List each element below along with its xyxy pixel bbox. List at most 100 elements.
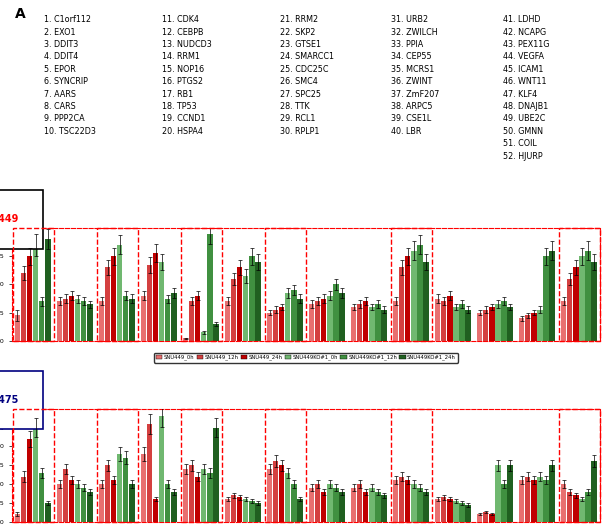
Text: 21. RRM2: 21. RRM2: [279, 15, 318, 24]
Bar: [273, 310, 278, 341]
Bar: [171, 293, 176, 341]
Bar: [544, 256, 548, 341]
Bar: [561, 484, 567, 522]
Text: 39. CSE1L: 39. CSE1L: [391, 114, 431, 123]
Bar: [171, 492, 176, 522]
Bar: [249, 256, 255, 341]
Text: 26. SMC4: 26. SMC4: [279, 77, 318, 86]
Text: 14. RRM1: 14. RRM1: [162, 52, 200, 61]
Bar: [501, 301, 507, 341]
Bar: [435, 499, 441, 522]
Text: 43. PEX11G: 43. PEX11G: [503, 40, 550, 49]
Bar: [561, 301, 567, 341]
Bar: [75, 484, 81, 522]
Bar: [441, 301, 447, 341]
Bar: [585, 250, 591, 341]
Bar: [495, 465, 501, 522]
Bar: [123, 296, 128, 341]
Bar: [351, 488, 356, 522]
Bar: [153, 253, 158, 341]
Bar: [255, 262, 261, 341]
Text: 9. PPP2CA: 9. PPP2CA: [44, 114, 85, 123]
Bar: [375, 304, 381, 341]
Bar: [591, 262, 597, 341]
Bar: [573, 268, 579, 341]
Text: 33. PPIA: 33. PPIA: [391, 40, 424, 49]
Text: 50. GMNN: 50. GMNN: [503, 126, 543, 136]
Bar: [531, 313, 536, 341]
Text: 2. EXO1: 2. EXO1: [44, 27, 76, 36]
Bar: [315, 301, 321, 341]
Text: 17. RB1: 17. RB1: [162, 90, 193, 99]
Bar: [63, 299, 68, 341]
Text: 20. HSPA4: 20. HSPA4: [162, 126, 203, 136]
Bar: [81, 301, 87, 341]
Bar: [573, 495, 579, 522]
Text: 1. C1orf112: 1. C1orf112: [44, 15, 92, 24]
Text: 5. EPOR: 5. EPOR: [44, 65, 76, 74]
Bar: [81, 488, 87, 522]
Bar: [243, 276, 248, 341]
Bar: [15, 514, 20, 522]
Bar: [591, 462, 597, 522]
Text: 22. SKP2: 22. SKP2: [279, 27, 315, 36]
Bar: [243, 499, 248, 522]
Bar: [411, 250, 416, 341]
Bar: [489, 307, 494, 341]
Text: SNU-475: SNU-475: [0, 395, 18, 405]
Bar: [363, 301, 368, 341]
Bar: [213, 324, 219, 341]
Bar: [165, 299, 170, 341]
Bar: [267, 469, 272, 522]
Bar: [441, 497, 447, 522]
Text: 35. MCRS1: 35. MCRS1: [391, 65, 435, 74]
Bar: [327, 296, 333, 341]
Bar: [333, 285, 339, 341]
Text: 16. PTGS2: 16. PTGS2: [162, 77, 203, 86]
Bar: [321, 299, 327, 341]
Bar: [453, 501, 459, 522]
Text: 18. TP53: 18. TP53: [162, 102, 196, 111]
Bar: [285, 293, 290, 341]
Bar: [141, 296, 146, 341]
Bar: [39, 301, 44, 341]
Text: 3. DDIT3: 3. DDIT3: [44, 40, 79, 49]
Bar: [291, 290, 296, 341]
Bar: [33, 427, 38, 522]
Bar: [459, 304, 465, 341]
Text: 48. DNAJB1: 48. DNAJB1: [503, 102, 548, 111]
Text: 49. UBE2C: 49. UBE2C: [503, 114, 545, 123]
Bar: [339, 293, 345, 341]
Bar: [465, 310, 471, 341]
Text: 28. TTK: 28. TTK: [279, 102, 309, 111]
Bar: [231, 495, 236, 522]
Bar: [447, 499, 453, 522]
Bar: [225, 499, 230, 522]
Bar: [418, 488, 422, 522]
Bar: [525, 316, 530, 341]
Text: 31. URB2: 31. URB2: [391, 15, 428, 24]
Bar: [207, 233, 213, 341]
Text: 32. ZWILCH: 32. ZWILCH: [391, 27, 438, 36]
Bar: [363, 492, 368, 522]
Bar: [147, 265, 152, 341]
Bar: [63, 469, 68, 522]
Bar: [381, 310, 387, 341]
Bar: [477, 514, 482, 522]
Bar: [393, 480, 398, 522]
Bar: [567, 279, 573, 341]
Bar: [405, 256, 410, 341]
Bar: [309, 488, 315, 522]
Text: 42. NCAPG: 42. NCAPG: [503, 27, 546, 36]
Text: 13. NUDCD3: 13. NUDCD3: [162, 40, 211, 49]
Bar: [111, 480, 116, 522]
Bar: [519, 480, 524, 522]
Bar: [69, 480, 75, 522]
Bar: [213, 427, 219, 522]
Bar: [279, 465, 284, 522]
Bar: [87, 492, 93, 522]
Text: 25. CDC25C: 25. CDC25C: [279, 65, 328, 74]
Bar: [579, 256, 585, 341]
Bar: [207, 473, 213, 522]
Bar: [399, 268, 404, 341]
